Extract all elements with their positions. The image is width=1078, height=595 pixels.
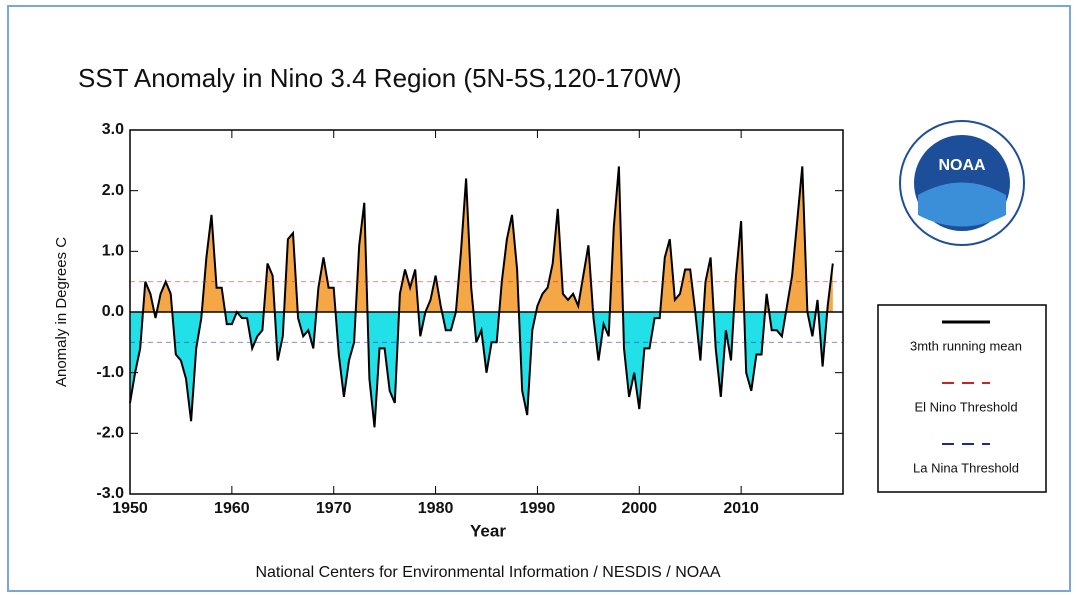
x-tick-label: 1950 [112, 500, 148, 517]
y-tick-label: -1.0 [96, 364, 124, 381]
series-line [129, 166, 834, 428]
x-tick-label: 1990 [520, 500, 556, 517]
y-tick-label: 3.0 [102, 121, 124, 138]
legend-box [877, 304, 1047, 493]
y-tick-label: -3.0 [96, 485, 124, 502]
x-tick-label: 1970 [316, 500, 352, 517]
x-tick-label: 2010 [723, 500, 759, 517]
y-tick-label: 1.0 [102, 243, 124, 260]
legend-label: El Nino Threshold [914, 399, 1017, 414]
area-positive [130, 166, 833, 312]
credit: National Centers for Environmental Infor… [255, 564, 720, 581]
legend-label: 3mth running mean [910, 338, 1022, 353]
x-tick-label: 1980 [418, 500, 454, 517]
chart-title: SST Anomaly in Nino 3.4 Region (5N-5S,12… [78, 63, 682, 93]
y-tick-label: 2.0 [102, 182, 124, 199]
x-axis-label: Year [470, 521, 506, 540]
x-tick-label: 2000 [621, 500, 657, 517]
y-tick-label: -2.0 [96, 425, 124, 442]
y-axis-label: Anomaly in Degrees C [53, 237, 70, 387]
logo-text: NOAA [938, 157, 986, 174]
logo-wave [918, 182, 1006, 227]
y-tick-label: 0.0 [102, 303, 124, 320]
frame [7, 5, 1071, 592]
x-tick-label: 1960 [214, 500, 250, 517]
area-negative [130, 312, 833, 428]
logo: NOAA [899, 120, 1025, 246]
legend-label: La Nina Threshold [913, 460, 1019, 475]
